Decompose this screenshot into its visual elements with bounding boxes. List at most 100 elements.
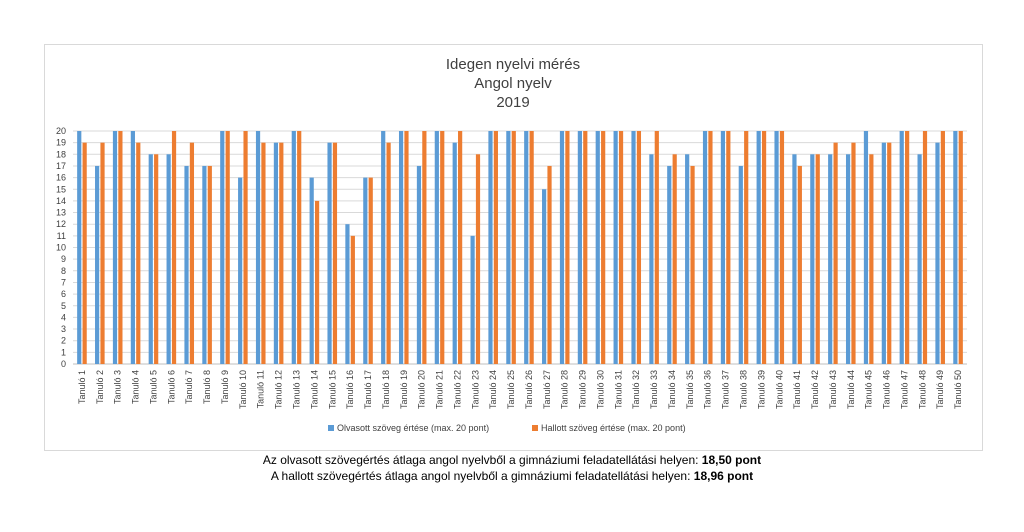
bar-listening-19 [404, 131, 409, 364]
bar-reading-44 [845, 154, 851, 364]
y-tick-label: 14 [56, 196, 66, 206]
y-tick-label: 20 [56, 126, 66, 136]
x-tick-label: Tanuló 34 [667, 370, 677, 409]
x-axis: Tanuló 1 Tanuló 2 Tanuló 3 Tanuló 4 Tanuló 5… [77, 370, 963, 409]
chart-title-line-2: Angol nyelv [474, 75, 552, 92]
bar-reading-42 [810, 154, 815, 364]
bar-listening-1 [82, 142, 87, 364]
x-tick-label: Tanuló 17 [363, 370, 373, 409]
x-tick-label: Tanuló 25 [506, 370, 516, 409]
x-tick-label: Tanuló 45 [864, 370, 874, 409]
x-tick-label: Tanuló 42 [810, 370, 820, 409]
listening-average-note: A hallott szövegértés átlaga angol nyelv… [0, 469, 1024, 483]
reading-average-value: 18,50 pont [701, 453, 762, 467]
chart-title-line-3: 2019 [496, 94, 529, 111]
bar-reading-29 [577, 131, 582, 364]
legend-label-listening: Hallott szöveg értése (max. 20 pont) [541, 423, 686, 433]
bar-reading-8 [202, 165, 207, 364]
bar-reading-20 [416, 165, 422, 364]
bar-listening-2 [100, 142, 105, 364]
x-tick-label: Tanuló 46 [882, 370, 892, 409]
bar-listening-3 [118, 131, 123, 364]
x-tick-label: Tanuló 10 [238, 370, 248, 409]
y-tick-label: 13 [56, 208, 66, 218]
bar-listening-35 [690, 165, 695, 364]
x-tick-label: Tanuló 9 [220, 370, 230, 404]
x-tick-label: Tanuló 4 [131, 370, 141, 404]
x-tick-label: Tanuló 13 [292, 370, 302, 409]
x-tick-label: Tanuló 20 [417, 370, 427, 409]
x-tick-label: Tanuló 11 [256, 370, 266, 408]
bar-reading-45 [863, 131, 869, 364]
bar-reading-33 [649, 154, 654, 364]
chart-title: Idegen nyelvi mérés Angol nyelv 2019 [446, 56, 580, 111]
bar-reading-6 [166, 154, 171, 364]
x-tick-label: Tanuló 21 [435, 370, 445, 409]
y-tick-label: 8 [61, 266, 66, 276]
x-tick-label: Tanuló 12 [274, 370, 284, 409]
bar-listening-47 [905, 131, 910, 364]
y-tick-label: 11 [57, 231, 66, 241]
bar-reading-27 [542, 189, 547, 364]
bar-reading-5 [148, 154, 153, 364]
x-tick-label: Tanuló 39 [756, 370, 766, 409]
bar-listening-24 [493, 131, 498, 364]
bar-reading-28 [559, 131, 565, 364]
bar-reading-15 [327, 142, 332, 364]
x-tick-label: Tanuló 28 [560, 370, 570, 409]
bar-listening-11 [261, 142, 266, 364]
bar-reading-31 [613, 131, 618, 364]
listening-average-text: A hallott szövegértés átlaga angol nyelv… [270, 469, 694, 483]
y-tick-label: 12 [56, 219, 66, 229]
bar-reading-1 [77, 131, 82, 364]
bar-listening-8 [207, 165, 212, 364]
y-tick-label: 7 [61, 277, 66, 287]
bar-reading-14 [309, 177, 314, 364]
x-tick-label: Tanuló 37 [721, 370, 731, 409]
x-tick-label: Tanuló 1 [77, 370, 87, 404]
bar-listening-28 [565, 131, 570, 364]
y-tick-label: 5 [61, 301, 66, 311]
x-tick-label: Tanuló 36 [703, 370, 713, 409]
x-tick-label: Tanuló 29 [578, 370, 588, 409]
bar-listening-40 [779, 131, 785, 364]
bar-reading-23 [470, 235, 475, 364]
bar-listening-38 [744, 131, 749, 364]
y-tick-label: 1 [61, 347, 66, 357]
x-tick-label: Tanuló 44 [846, 370, 856, 409]
x-tick-label: Tanuló 27 [542, 370, 552, 409]
bar-reading-49 [935, 142, 940, 364]
x-tick-label: Tanuló 32 [631, 370, 641, 409]
bar-listening-42 [815, 154, 820, 364]
bar-reading-47 [899, 131, 904, 364]
bar-reading-18 [381, 131, 386, 364]
y-tick-label: 4 [61, 312, 66, 322]
x-tick-label: Tanuló 50 [953, 370, 963, 409]
x-tick-label: Tanuló 8 [202, 370, 212, 404]
x-tick-label: Tanuló 43 [828, 370, 838, 409]
x-tick-label: Tanuló 16 [345, 370, 355, 409]
bar-listening-12 [279, 142, 284, 364]
bar-listening-41 [797, 165, 802, 364]
y-tick-label: 9 [61, 254, 66, 264]
x-tick-label: Tanuló 31 [613, 370, 623, 409]
x-tick-label: Tanuló 2 [95, 370, 105, 404]
bar-listening-4 [136, 142, 141, 364]
bar-reading-16 [345, 224, 350, 364]
bar-listening-30 [601, 131, 606, 364]
bar-listening-5 [154, 154, 159, 364]
y-tick-label: 6 [61, 289, 66, 299]
bar-listening-33 [654, 131, 659, 364]
bar-reading-24 [488, 131, 493, 364]
bar-reading-39 [756, 131, 761, 364]
bar-reading-11 [255, 131, 261, 364]
y-tick-label: 19 [56, 138, 66, 148]
bar-reading-30 [595, 131, 600, 364]
bar-listening-22 [458, 131, 463, 364]
x-tick-label: Tanuló 49 [935, 370, 945, 409]
chart-title-line-1: Idegen nyelvi mérés [446, 56, 580, 73]
bar-listening-27 [547, 165, 552, 364]
bar-reading-10 [238, 177, 243, 364]
x-tick-label: Tanuló 26 [524, 370, 534, 409]
